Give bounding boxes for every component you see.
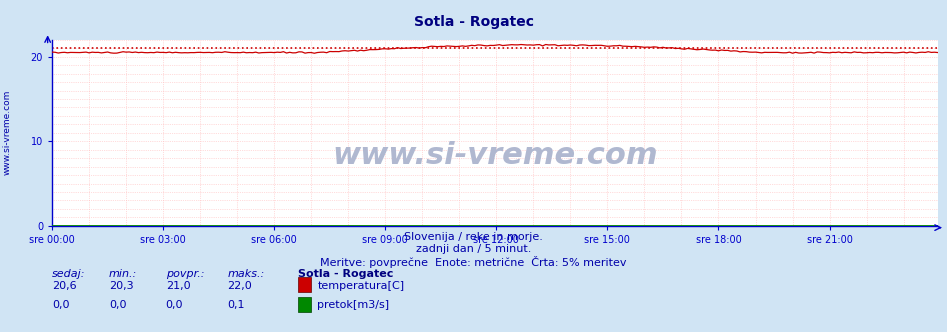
Text: povpr.:: povpr.: [166, 269, 205, 279]
Text: maks.:: maks.: [227, 269, 264, 279]
Text: zadnji dan / 5 minut.: zadnji dan / 5 minut. [416, 244, 531, 254]
Text: Slovenija / reke in morje.: Slovenija / reke in morje. [404, 232, 543, 242]
Text: pretok[m3/s]: pretok[m3/s] [317, 300, 389, 310]
Text: www.si-vreme.com: www.si-vreme.com [3, 90, 12, 176]
Text: 21,0: 21,0 [166, 281, 190, 290]
Text: min.:: min.: [109, 269, 137, 279]
Text: 20,3: 20,3 [109, 281, 134, 290]
Text: 0,0: 0,0 [166, 300, 183, 310]
Text: Meritve: povprečne  Enote: metrične  Črta: 5% meritev: Meritve: povprečne Enote: metrične Črta:… [320, 256, 627, 268]
Text: 0,0: 0,0 [52, 300, 69, 310]
Text: temperatura[C]: temperatura[C] [317, 281, 404, 290]
Text: 0,0: 0,0 [109, 300, 126, 310]
Text: www.si-vreme.com: www.si-vreme.com [332, 141, 657, 170]
Text: Sotla - Rogatec: Sotla - Rogatec [298, 269, 394, 279]
Text: 20,6: 20,6 [52, 281, 77, 290]
Text: Sotla - Rogatec: Sotla - Rogatec [414, 15, 533, 29]
Text: 0,1: 0,1 [227, 300, 244, 310]
Text: 22,0: 22,0 [227, 281, 252, 290]
Text: sedaj:: sedaj: [52, 269, 85, 279]
